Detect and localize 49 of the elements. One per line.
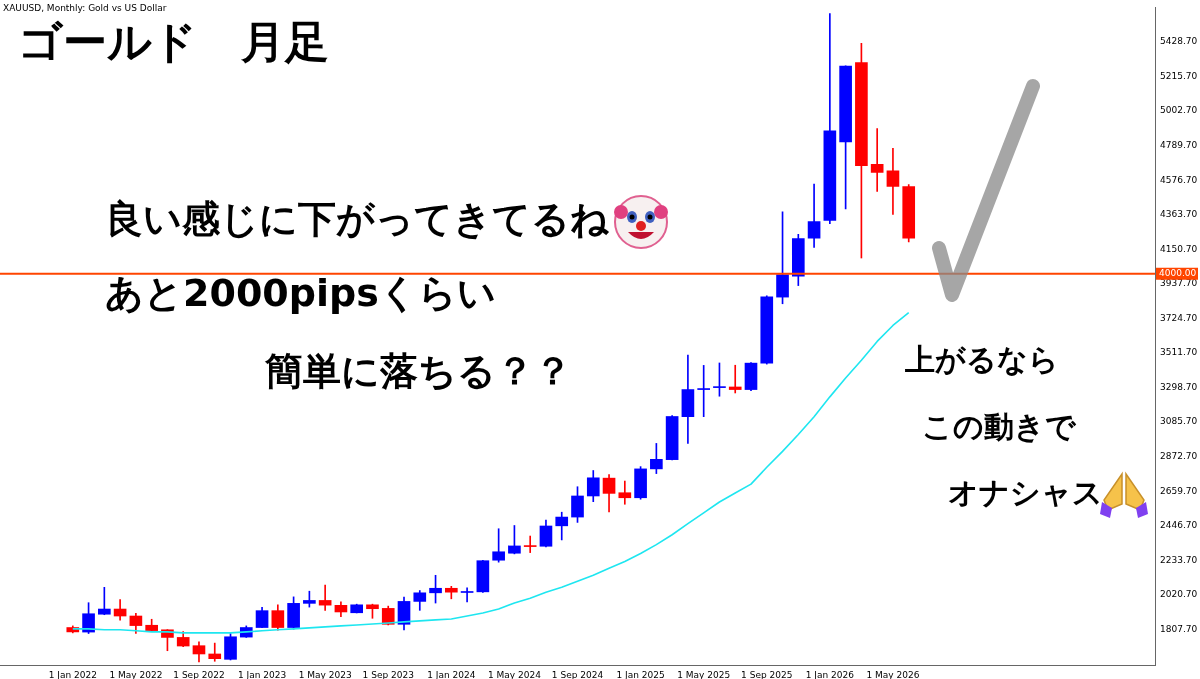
- candlestick: [870, 128, 884, 192]
- candlestick: [697, 365, 711, 417]
- x-tick-label: 1 May 2022: [109, 669, 163, 679]
- x-tick-label: 1 Sep 2023: [362, 669, 414, 679]
- candlestick: [886, 148, 900, 215]
- x-tick-label: 1 May 2025: [677, 669, 731, 679]
- candlestick: [208, 642, 222, 662]
- x-tick-label: 1 Jan 2023: [237, 669, 287, 679]
- y-tick-label: 2233.70: [1160, 554, 1198, 565]
- text: オナシャス: [948, 475, 1103, 510]
- x-tick-label: 1 May 2026: [866, 669, 920, 679]
- y-tick-label: 2659.70: [1160, 485, 1198, 496]
- x-tick-label: 1 Sep 2022: [173, 669, 225, 679]
- candlestick: [523, 535, 537, 553]
- x-tick-label: 1 Jan 2026: [805, 669, 855, 679]
- annotation: あと2000pipsくらい: [105, 271, 496, 315]
- x-tick-label: 1 May 2024: [487, 669, 542, 679]
- ref-line-label: 4000.00: [1159, 268, 1197, 279]
- y-tick-label: 4150.70: [1160, 243, 1198, 254]
- y-tick-label: 3298.70: [1160, 381, 1198, 392]
- x-tick-label: 1 Jan 2025: [616, 669, 665, 679]
- text: この動きで: [922, 409, 1076, 444]
- y-tick-label: 3937.70: [1160, 278, 1198, 289]
- y-tick-label: 3085.70: [1160, 416, 1198, 427]
- x-tick-label: 1 May 2023: [298, 669, 352, 679]
- x-tick-label: 1 Jan 2024: [427, 669, 476, 679]
- candlestick: [618, 480, 632, 505]
- candlestick: [460, 587, 474, 603]
- annotation: 簡単に落ちる？？: [265, 349, 572, 393]
- y-tick-label: 3511.70: [1160, 347, 1198, 358]
- candlestick: [728, 364, 742, 394]
- annotation: ゴールド 月足: [18, 16, 329, 67]
- y-tick-label: 2872.70: [1160, 450, 1198, 461]
- y-tick-label: 2020.70: [1160, 589, 1198, 600]
- y-tick-label: 3724.70: [1160, 312, 1198, 323]
- annotation: 良い感じに下がってきてるね: [105, 197, 609, 241]
- annotation: 上がるなら: [905, 342, 1059, 377]
- y-tick-label: 4576.70: [1160, 174, 1198, 185]
- chart-title: XAUUSD, Monthly: Gold vs US Dollar: [3, 3, 167, 13]
- y-tick-label: 2446.70: [1160, 520, 1198, 531]
- y-tick-label: 5002.70: [1160, 105, 1198, 116]
- y-tick-label: 5428.70: [1160, 36, 1198, 47]
- x-tick-label: 1 Jan 2022: [48, 669, 97, 679]
- x-tick-label: 1 Sep 2024: [551, 669, 604, 679]
- y-tick-label: 1807.70: [1160, 623, 1198, 634]
- y-tick-label: 4363.70: [1160, 209, 1198, 220]
- y-tick-label: 5215.70: [1160, 70, 1198, 81]
- x-tick-label: 1 Sep 2025: [741, 669, 793, 679]
- y-tick-label: 4789.70: [1160, 140, 1198, 150]
